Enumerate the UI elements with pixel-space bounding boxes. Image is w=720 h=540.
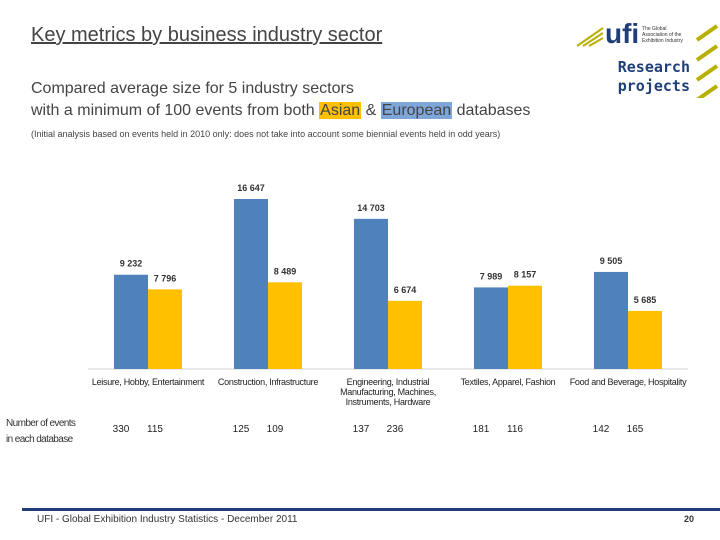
bar: [114, 274, 148, 369]
x-tick-label: Food and Beverage, Hospitality: [569, 377, 687, 387]
x-tick-label: Construction, Infrastructure: [217, 377, 319, 387]
x-tick-label: Engineering, Industrial Manufacturing, M…: [340, 377, 436, 407]
value-label: 14 703: [357, 203, 385, 213]
event-count: 165: [626, 424, 644, 435]
event-count: 330: [112, 424, 130, 435]
value-label: 9 232: [120, 259, 143, 269]
logo-brand: ufi: [605, 18, 640, 49]
badge-line: projects: [617, 77, 690, 95]
value-label: 8 157: [514, 270, 537, 280]
value-label: 7 989: [480, 271, 503, 281]
value-label: 9 505: [600, 256, 623, 266]
counts-label: Number of events in each database: [6, 416, 76, 448]
logo-stripes: [576, 27, 604, 47]
value-label: 16 647: [237, 183, 265, 193]
event-count: 137: [352, 424, 370, 435]
bar: [388, 300, 422, 369]
subtitle: with a minimum of 100 events from both A…: [31, 102, 530, 120]
badge: Research projects: [597, 58, 690, 96]
bar: [508, 285, 542, 369]
bar: [594, 271, 628, 369]
chart: 9 232 16 647 14 703 7 989 9 505 7 796 8 489 6 6…: [88, 183, 688, 370]
event-count: 125: [232, 424, 250, 435]
page-number: 20: [683, 514, 694, 524]
series-name: Asian: [319, 102, 362, 119]
bar: [148, 289, 182, 369]
event-count: 115: [147, 424, 163, 435]
event-count: 236: [386, 424, 404, 435]
x-tick-label: Textiles, Apparel, Fashion: [460, 377, 556, 387]
bar: [234, 199, 268, 369]
footer-rule: [22, 508, 720, 511]
bar: [354, 218, 388, 369]
value-label: 5 685: [634, 295, 657, 305]
tagline-line: Exhibition Industry: [642, 38, 683, 44]
counts-label-line: Number of events: [6, 418, 76, 429]
subtitle-text: with a minimum of 100 events from both: [31, 102, 315, 119]
series-name: European: [380, 102, 453, 119]
subtitle-text: databases: [456, 102, 531, 119]
value-label: 7 796: [154, 273, 177, 283]
counts-label-line: in each database: [6, 434, 73, 445]
bar: [268, 282, 302, 369]
slide-title: Key metrics by business industry sector: [31, 24, 383, 46]
event-count: 181: [472, 424, 490, 435]
value-label: 6 674: [394, 285, 417, 295]
logo-tagline: The Global Association of the Exhibition…: [642, 26, 692, 44]
subtitle: Compared average size for 5 industry sec…: [31, 80, 354, 97]
subtitle-text: &: [365, 102, 377, 119]
tagline-line: The Global: [642, 26, 667, 32]
event-count: 109: [266, 424, 284, 435]
note: (Initial analysis based on events held i…: [31, 129, 501, 139]
tagline-line: Association of the: [642, 32, 682, 38]
event-count: 142: [592, 424, 610, 435]
bar: [628, 310, 662, 369]
footer-source: UFI - Global Exhibition Industry Statist…: [37, 514, 298, 525]
value-label: 8 489: [274, 266, 297, 276]
badge-line: Research: [617, 58, 690, 76]
bar: [474, 287, 508, 369]
event-count: 116: [507, 424, 523, 435]
logo-deco: [695, 24, 719, 98]
x-tick-label: Leisure, Hobby, Entertainment: [91, 377, 205, 387]
